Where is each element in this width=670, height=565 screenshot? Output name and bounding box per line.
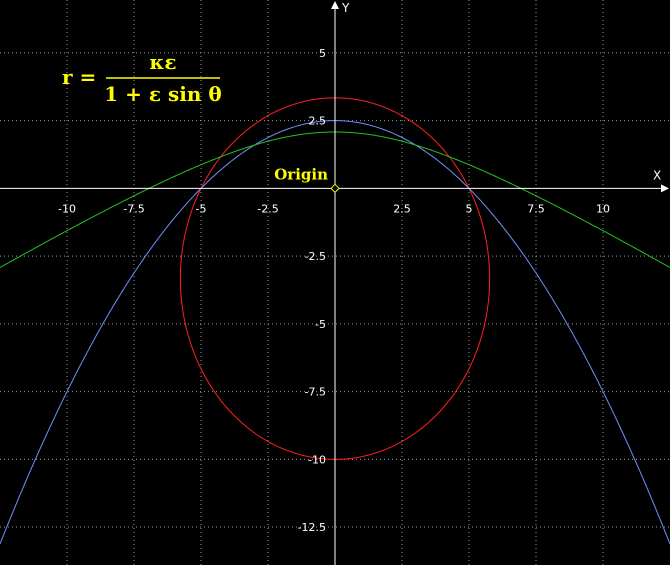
ellipse-curve — [179, 97, 491, 460]
x-tick-label: 5 — [466, 202, 473, 215]
formula-numerator: κε — [149, 50, 176, 74]
y-tick-label: -10 — [308, 453, 326, 466]
x-axis-arrow — [661, 184, 669, 193]
tick-labels: -10 -7.5 -5 -2.5 2.5 5 7.5 10 5 2.5 -2.5 -5 -7.5 -10 -… — [58, 47, 610, 534]
x-tick-label: 2.5 — [393, 202, 411, 215]
y-axis-label: Y — [341, 1, 350, 15]
x-axis-label: X — [653, 168, 661, 182]
y-tick-label: 2.5 — [309, 115, 327, 128]
x-tick-label: 7.5 — [527, 202, 545, 215]
formula-denominator: 1 + ε sin θ — [104, 82, 221, 106]
y-tick-label: -12.5 — [298, 521, 326, 534]
formula-lhs: r = — [62, 65, 96, 89]
origin-marker: Origin — [274, 165, 340, 194]
y-tick-label: -7.5 — [305, 386, 326, 399]
x-tick-label: -7.5 — [123, 202, 144, 215]
x-tick-label: 10 — [596, 202, 610, 215]
y-tick-label: -5 — [315, 318, 326, 331]
x-tick-label: -2.5 — [257, 202, 278, 215]
y-tick-label: -2.5 — [305, 250, 326, 263]
y-tick-label: 5 — [319, 47, 326, 60]
origin-label: Origin — [274, 165, 328, 183]
x-tick-label: -5 — [196, 202, 207, 215]
x-tick-label: -10 — [58, 202, 76, 215]
y-axis-arrow — [331, 1, 339, 9]
polar-formula: r = κε 1 + ε sin θ — [62, 50, 222, 106]
origin-diamond-icon — [330, 183, 340, 194]
